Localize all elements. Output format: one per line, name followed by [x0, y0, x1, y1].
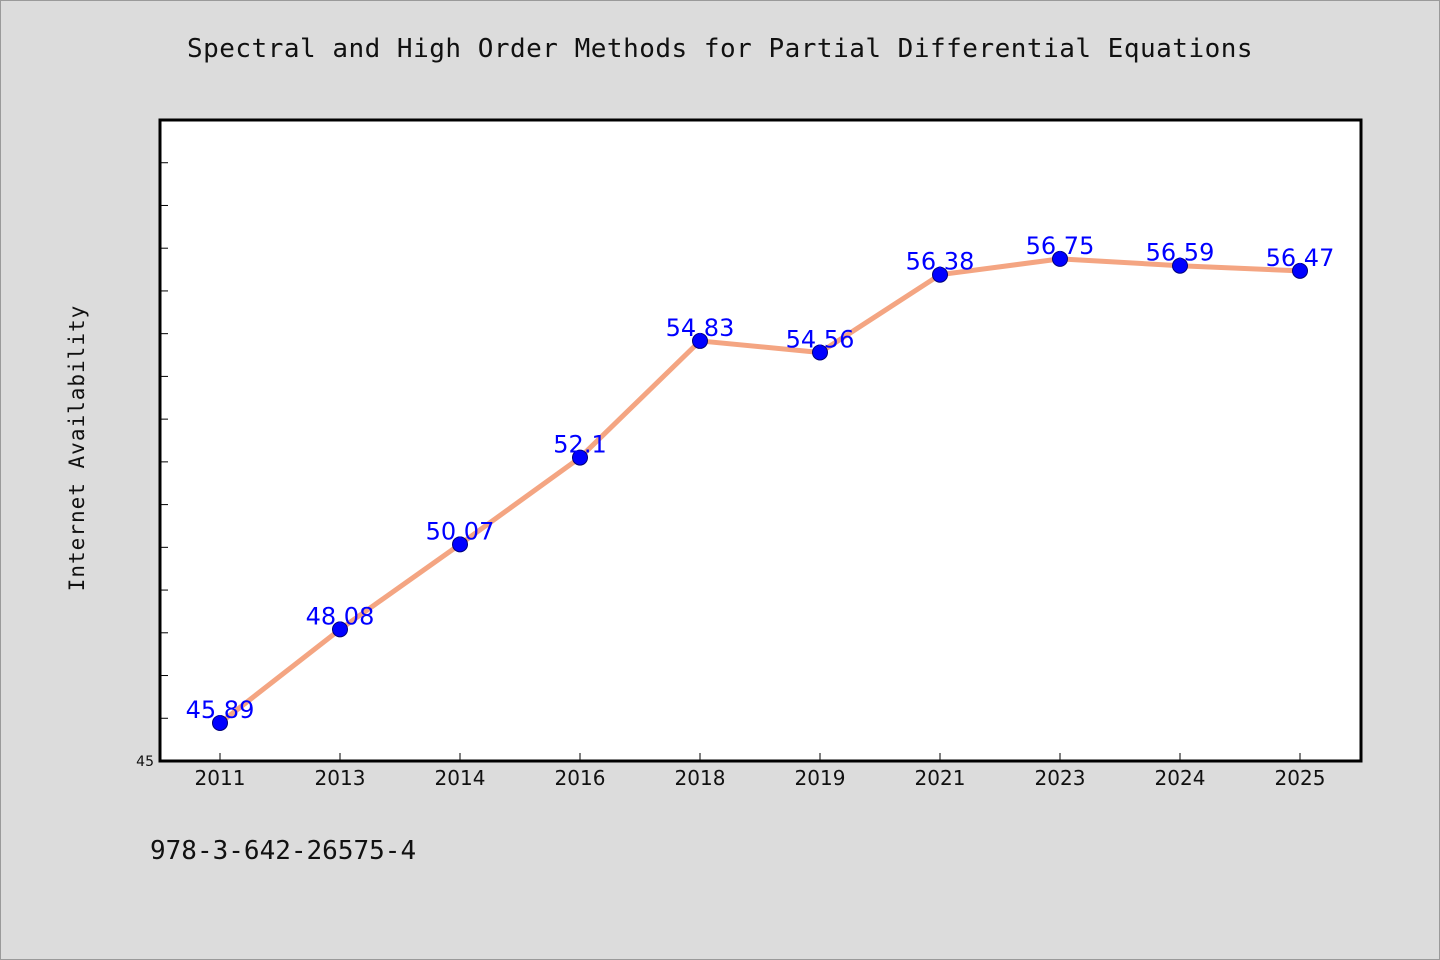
data-label-layer: 45.89 48.08 50.07 52.1 54.83 54.56 56.38 56.75 5…	[186, 232, 1335, 724]
y-tick-label: 45	[136, 754, 154, 770]
data-label: 56.38	[906, 248, 975, 276]
data-label: 50.07	[426, 517, 495, 545]
x-tick-label: 2025	[1275, 766, 1326, 790]
data-point	[212, 714, 228, 731]
data-point	[1172, 257, 1188, 274]
data-point	[1052, 250, 1068, 267]
data-label: 48.08	[306, 602, 375, 630]
x-tick-label: 2021	[915, 766, 966, 790]
data-label: 56.47	[1266, 244, 1335, 272]
data-point	[692, 332, 708, 349]
x-tick-label: 2016	[555, 766, 606, 790]
data-label: 56.59	[1146, 239, 1215, 267]
data-point	[812, 344, 828, 361]
x-tick-label: 2019	[795, 766, 846, 790]
x-tick-label: 2024	[1155, 766, 1206, 790]
data-point	[572, 449, 588, 466]
series-line	[217, 256, 1303, 726]
data-point	[452, 536, 468, 553]
data-label: 54.56	[786, 325, 855, 353]
data-label: 52.1	[553, 431, 606, 459]
series-layer	[217, 256, 1303, 726]
x-tick-label: 2018	[675, 766, 726, 790]
data-label: 45.89	[186, 696, 255, 724]
x-tick-label: 2014	[435, 766, 486, 790]
x-tick-label: 2013	[315, 766, 366, 790]
isbn-text: 978-3-642-26575-4	[150, 836, 417, 866]
x-tick-label: 2011	[195, 766, 246, 790]
marker-layer	[212, 250, 1308, 731]
data-label: 56.75	[1026, 232, 1095, 260]
plot-area	[160, 120, 1361, 761]
data-label: 54.83	[666, 314, 735, 342]
x-axis-ticks: 2011 2013 2014 2016 2018 2019 2021 2023 2024 2025	[195, 753, 1326, 790]
plot-border	[158, 118, 1363, 763]
data-point	[932, 266, 948, 283]
data-point	[1292, 262, 1308, 279]
x-tick-label: 2023	[1035, 766, 1086, 790]
data-point	[332, 621, 348, 638]
chart-title: Spectral and High Order Methods for Part…	[186, 34, 1254, 64]
